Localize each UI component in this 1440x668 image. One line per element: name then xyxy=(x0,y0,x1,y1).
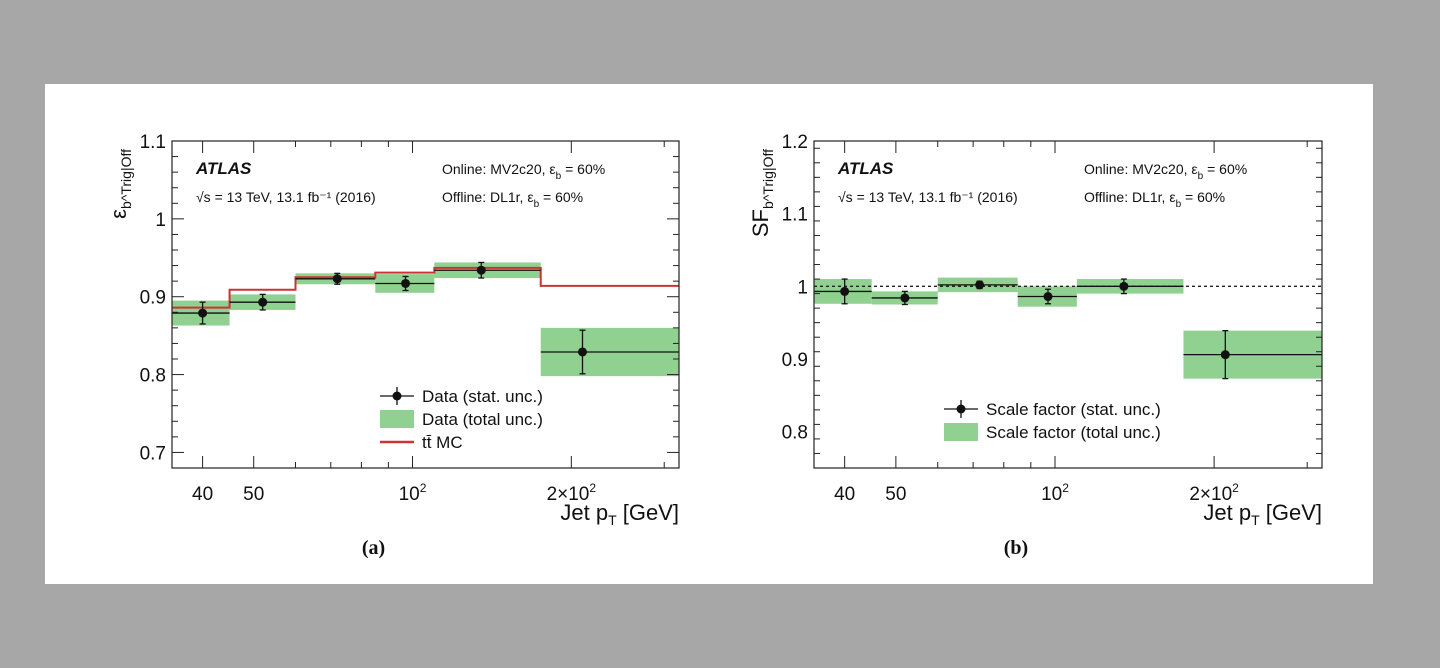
chart-panel-b: 0.8 0.9 1 1.1 1.2 40 50 102​ 2×102​Jet pT​ [GeV]… xyxy=(748,132,1323,559)
data-point xyxy=(476,265,486,275)
y-tick-label: 1 xyxy=(155,210,166,231)
offline-label: Offline: DL1r, εb​ = 60% xyxy=(442,189,583,210)
y-tick-label: 0.8 xyxy=(140,366,166,387)
experiment-label: ATLAS xyxy=(195,159,252,178)
x-tick-label: 102​ xyxy=(1041,481,1069,505)
energy-label: √s = 13 TeV, 13.1 fb⁻¹ (2016) xyxy=(196,189,376,205)
data-point xyxy=(401,278,411,288)
x-tick-label: 102​ xyxy=(399,481,427,505)
data-point xyxy=(1220,350,1230,360)
x-axis-title: Jet pT​ [GeV] xyxy=(560,500,679,528)
y-tick-label: 0.9 xyxy=(140,288,166,309)
data-point xyxy=(840,286,850,296)
y-tick-label: 0.7 xyxy=(140,443,166,464)
y-axis-title: SFb^Trig|Off​ xyxy=(748,149,776,237)
x-tick-label: 40 xyxy=(834,484,855,505)
x-tick-label: 2×102​ xyxy=(1189,481,1239,505)
plot-frame xyxy=(171,140,680,469)
x-axis-title: Jet pT​ [GeV] xyxy=(1203,500,1322,528)
y-tick-label: 0.8 xyxy=(782,423,808,444)
legend-marker-point xyxy=(392,391,402,401)
x-tick-label: 50 xyxy=(885,484,906,505)
data-point xyxy=(975,280,985,290)
offline-label: Offline: DL1r, εb​ = 60% xyxy=(1084,189,1225,210)
legend-label: Scale factor (total unc.) xyxy=(986,423,1161,442)
x-tick-label: 40 xyxy=(192,484,213,505)
legend-marker-band xyxy=(380,410,414,428)
online-label: Online: MV2c20, εb​ = 60% xyxy=(442,161,605,182)
y-axis-title: εb^Trig|Off​ xyxy=(106,149,134,219)
y-tick-label: 0.9 xyxy=(782,350,808,371)
chart-panel-a: 0.7 0.8 0.9 1 1.1 40 50 102​ 2×102​Jet pT​ [GeV]… xyxy=(106,132,680,559)
legend-label: tt̄ MC xyxy=(422,433,463,452)
data-point xyxy=(900,293,910,303)
data-point xyxy=(258,297,268,307)
legend-label: Scale factor (stat. unc.) xyxy=(986,400,1161,419)
y-tick-label: 1.1 xyxy=(140,132,166,153)
y-tick-label: 1.2 xyxy=(782,132,808,153)
plot-frame xyxy=(813,140,1323,469)
data-point xyxy=(1119,281,1129,291)
legend-label: Data (stat. unc.) xyxy=(422,387,543,406)
legend-marker-point xyxy=(956,404,966,414)
y-tick-label: 1.1 xyxy=(782,205,808,226)
energy-label: √s = 13 TeV, 13.1 fb⁻¹ (2016) xyxy=(838,189,1018,205)
legend-label: Data (total unc.) xyxy=(422,410,543,429)
x-tick-label: 50 xyxy=(243,484,264,505)
x-tick-label: 2×102​ xyxy=(547,481,597,505)
data-point xyxy=(198,308,208,318)
y-tick-label: 1 xyxy=(797,277,808,298)
online-label: Online: MV2c20, εb​ = 60% xyxy=(1084,161,1247,182)
data-point xyxy=(332,274,342,284)
experiment-label: ATLAS xyxy=(837,159,894,178)
panel-label: (a) xyxy=(362,537,385,559)
panel-label: (b) xyxy=(1004,537,1028,559)
legend-marker-band xyxy=(944,423,978,441)
data-point xyxy=(1043,292,1053,302)
mc-step-line xyxy=(172,266,679,309)
data-point xyxy=(577,347,587,357)
